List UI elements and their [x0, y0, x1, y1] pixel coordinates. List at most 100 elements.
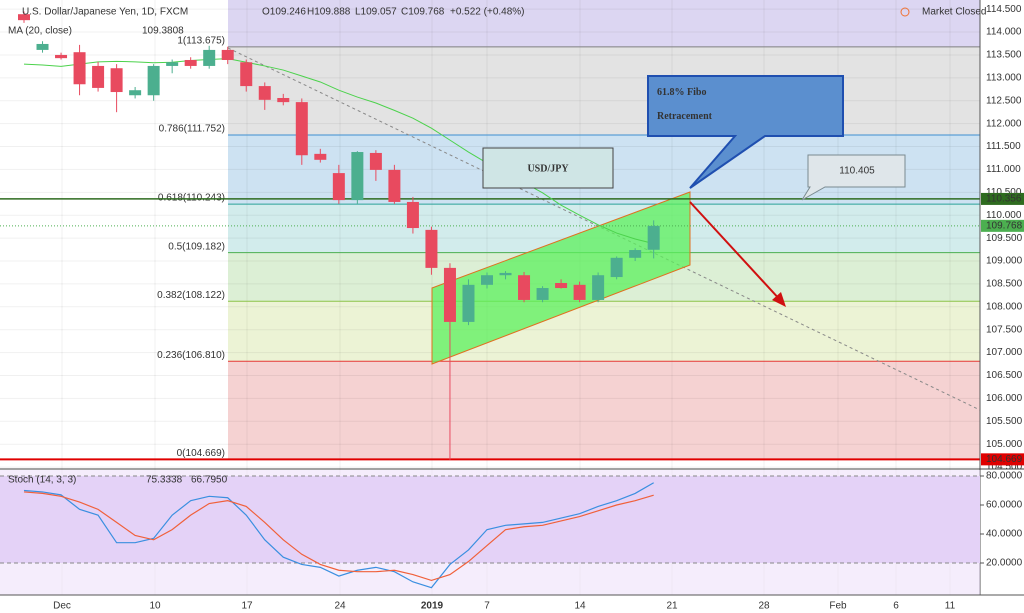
status: Market Closed	[922, 7, 986, 18]
x-tick-label: 2019	[421, 601, 444, 612]
y-tick-label: 113.500	[986, 50, 1022, 61]
candle-body	[55, 54, 68, 59]
candle-body	[518, 275, 531, 300]
ohlc: H109.888	[307, 7, 351, 18]
y-tick-label: 106.000	[986, 393, 1023, 404]
y-tick-label: 111.500	[986, 141, 1021, 152]
x-tick-label: Dec	[53, 601, 71, 612]
fib-label: 0.382(108.122)	[157, 290, 225, 301]
candle-body	[184, 59, 197, 66]
y-tick-label: 107.000	[986, 347, 1023, 358]
y-tick-label: 80.0000	[986, 471, 1023, 482]
y-tick-label: 112.500	[986, 95, 1022, 106]
stoch-line	[23, 482, 654, 589]
y-tick-label: 20.0000	[986, 558, 1023, 569]
ma-line	[23, 58, 654, 245]
y-tick-label: 108.500	[986, 279, 1023, 290]
price-tag	[981, 453, 1024, 466]
candle-body	[425, 229, 438, 268]
stoch-value: 75.3338	[146, 475, 183, 486]
y-tick-label: 113.000	[986, 72, 1022, 83]
arrow-head	[772, 292, 786, 307]
callout	[647, 75, 844, 189]
x-tick-label: 17	[241, 601, 253, 612]
candle-body	[332, 173, 345, 201]
y-tick-label: 104.500	[986, 462, 1023, 473]
candle-body	[629, 250, 642, 258]
stoch-value: 66.7950	[191, 475, 228, 486]
ohlc: C109.768	[401, 7, 445, 18]
symbol: U.S. Dollar/Japanese Yen, 1D, FXCM	[22, 7, 188, 18]
annotation: 110.405	[839, 166, 875, 177]
y-tick-label: 109.500	[986, 233, 1023, 244]
candle-body	[406, 201, 419, 229]
y-tick-label: 107.500	[986, 324, 1023, 335]
y-tick-label: 114.000	[986, 27, 1022, 38]
candle-body	[166, 62, 179, 66]
candle-body	[351, 152, 364, 201]
candle-body	[92, 65, 105, 88]
x-tick-label: 24	[334, 601, 346, 612]
annotation: USD/JPY	[527, 163, 569, 174]
candle-body	[592, 275, 605, 300]
y-tick-label: 114.500	[986, 4, 1022, 15]
y-tick-label: 105.000	[986, 439, 1023, 450]
candle-body	[295, 102, 308, 156]
candle-body	[73, 52, 86, 85]
fib-label: 0.786(111.752)	[159, 124, 225, 135]
candle-body	[18, 14, 30, 21]
y-tick-label: 110.000	[986, 210, 1022, 221]
candle-body	[147, 65, 160, 96]
candle-body	[462, 284, 475, 322]
candle-body	[536, 288, 549, 300]
fib-band-top	[228, 0, 980, 47]
candle-body	[481, 275, 493, 285]
channel	[431, 191, 691, 365]
candle-body	[369, 152, 382, 170]
candle-body	[499, 272, 512, 276]
candle-body	[277, 97, 290, 103]
ma-name: MA (20, close)	[8, 26, 72, 37]
candle-body	[443, 267, 456, 322]
candle-body	[258, 86, 271, 100]
price-tag-label: 110.356	[986, 194, 1022, 205]
stoch-line	[23, 491, 654, 582]
price-tag	[981, 192, 1024, 205]
x-tick-label: 10	[149, 601, 161, 612]
candle-body	[110, 68, 123, 93]
fib-band	[228, 301, 980, 362]
fib-label: 1(113.675)	[177, 36, 225, 47]
price-tag	[981, 219, 1024, 232]
candle-body	[555, 282, 568, 289]
fib-label: 0.5(109.182)	[168, 241, 225, 252]
arrow	[689, 201, 783, 303]
x-tick-label: 11	[945, 601, 956, 612]
candle-body	[314, 153, 327, 160]
ma-value: 109.3808	[142, 26, 184, 37]
y-tick-label: 112.000	[986, 118, 1022, 129]
fib-label: 0.236(106.810)	[157, 350, 225, 361]
ohlc: O109.246	[262, 7, 306, 18]
y-tick-label: 105.500	[986, 416, 1023, 427]
y-tick-label: 111.000	[986, 164, 1021, 175]
stoch-title: Stoch (14, 3, 3)	[8, 475, 76, 486]
candle-body	[610, 257, 623, 278]
x-tick-label: Feb	[829, 601, 847, 612]
fib-band	[228, 46, 980, 135]
candle-body	[573, 284, 586, 300]
callout	[801, 154, 906, 201]
fib-label: 0(104.669)	[177, 448, 225, 459]
candle-body	[36, 43, 49, 50]
y-tick-label: 110.500	[986, 187, 1022, 198]
y-tick-label: 60.0000	[986, 500, 1023, 511]
candle-body	[221, 49, 234, 60]
price-axis	[980, 0, 1024, 595]
x-tick-label: 28	[758, 601, 770, 612]
candle-body	[388, 169, 401, 202]
stoch-bg	[0, 470, 980, 595]
candle-body	[647, 225, 660, 250]
status-icon	[900, 7, 910, 17]
change: +0.522 (+0.48%)	[450, 7, 525, 18]
annotation: 61.8% Fibo Retracement	[657, 87, 713, 122]
annotation-box	[482, 147, 614, 189]
